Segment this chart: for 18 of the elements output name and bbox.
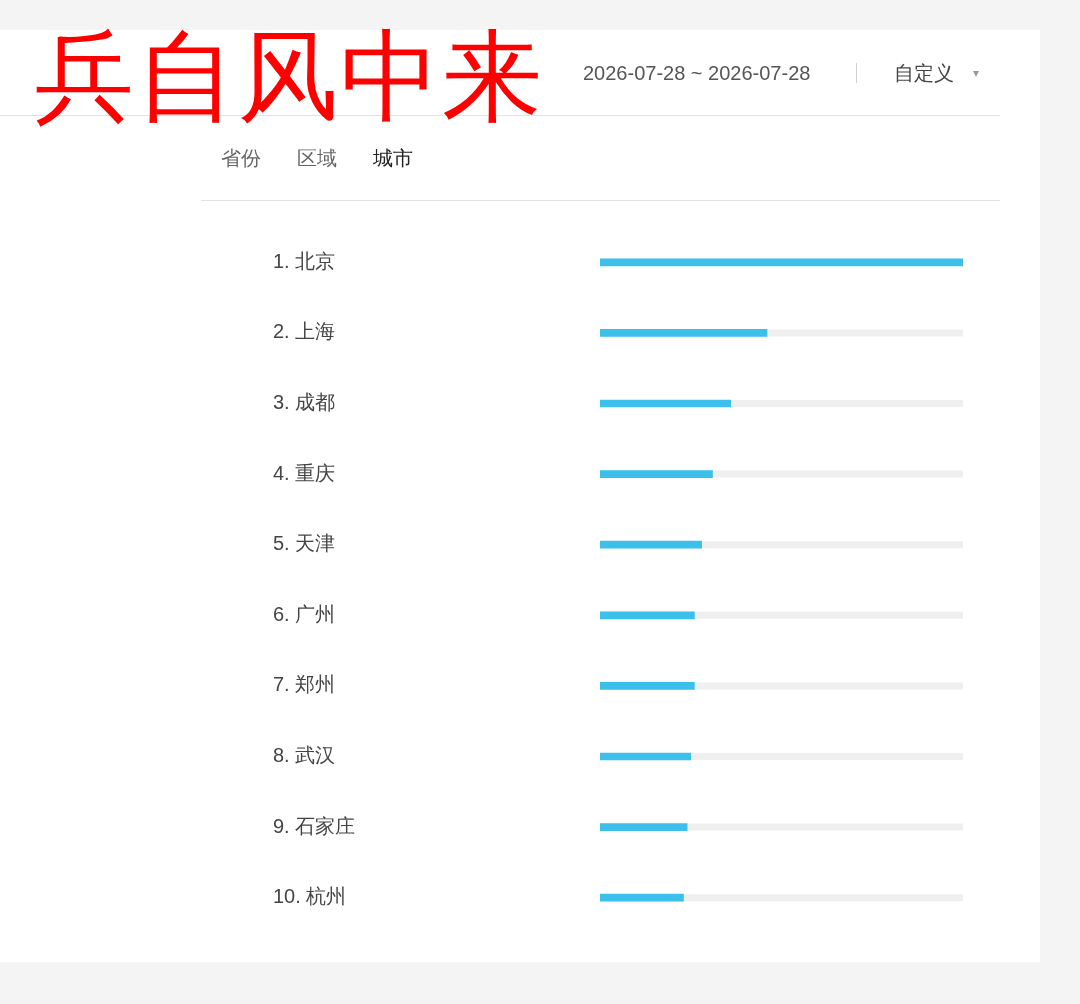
y-tick-label: 10. 杭州 xyxy=(273,885,347,908)
chart-title: 兵自风中来 xyxy=(34,20,544,132)
chart-subtitle: 2026-07-28 ~ 2026-07-28 xyxy=(583,61,811,85)
y-tick-label: 6. 广州 xyxy=(273,602,336,625)
y-tick-label: 2. 上海 xyxy=(273,320,336,343)
y-tick-label: 7. 郑州 xyxy=(273,673,336,696)
y-tick-label: 4. 重庆 xyxy=(273,461,336,484)
text: 城市 xyxy=(373,146,413,170)
text: 省份 xyxy=(221,146,261,170)
bar xyxy=(600,893,684,902)
text: 自定义 xyxy=(894,61,954,85)
bar xyxy=(600,823,688,831)
text: 区域 xyxy=(297,146,337,170)
y-tick-label: 1. 北京 xyxy=(273,249,336,272)
y-tick-label: 3. 成都 xyxy=(273,391,336,414)
y-tick-label: 9. 石家庄 xyxy=(273,814,356,837)
y-tick-label: 8. 武汉 xyxy=(273,744,336,767)
y-tick-label: 5. 天津 xyxy=(273,532,336,555)
